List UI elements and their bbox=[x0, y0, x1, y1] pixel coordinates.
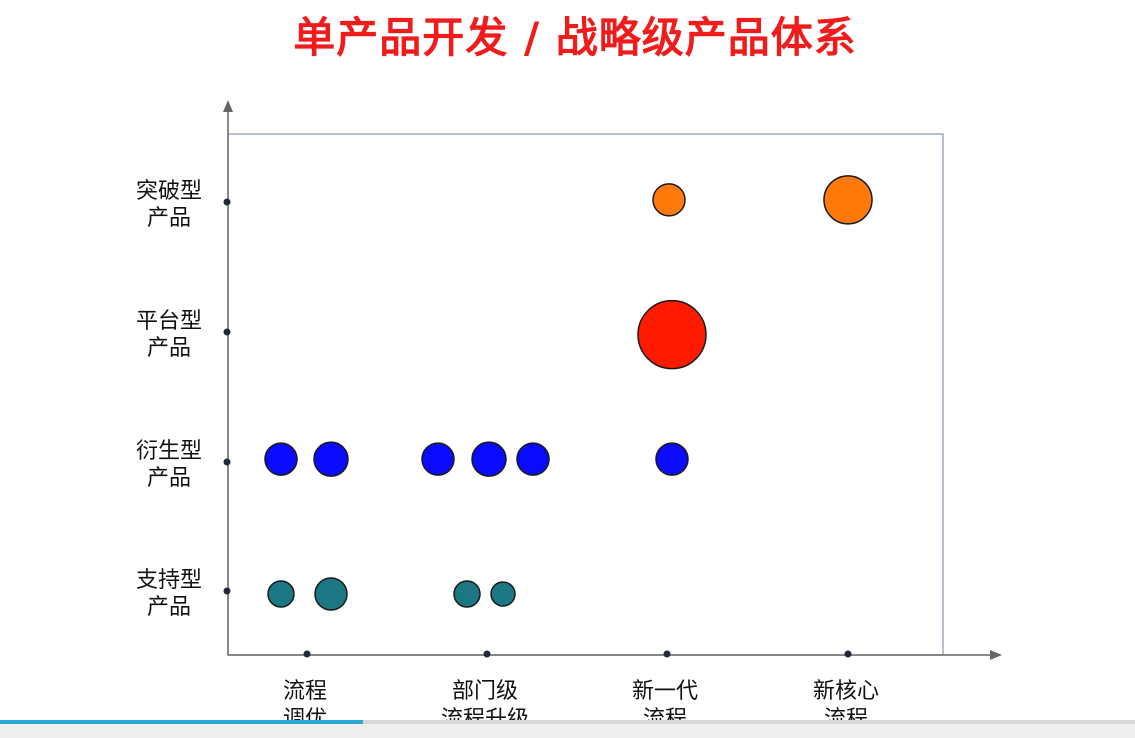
x-tick-dot bbox=[844, 650, 852, 658]
x-axis-arrow bbox=[990, 650, 1002, 660]
data-bubble bbox=[314, 577, 348, 611]
data-bubble bbox=[421, 442, 455, 476]
video-progress-bar[interactable] bbox=[0, 720, 1135, 724]
y-tick-dot bbox=[223, 328, 231, 336]
chart-title: 单产品开发 / 战略级产品体系 bbox=[293, 13, 857, 62]
data-bubble bbox=[652, 183, 686, 217]
x-tick-dot bbox=[663, 650, 671, 658]
video-progress-fill bbox=[0, 720, 364, 724]
player-bottom-strip bbox=[0, 724, 1135, 738]
x-tick-dot bbox=[303, 650, 311, 658]
y-tick-label: 支持型产品 bbox=[136, 568, 202, 620]
data-bubble bbox=[516, 442, 550, 476]
data-bubble bbox=[490, 581, 516, 607]
x-tick-dot bbox=[483, 650, 491, 658]
data-bubble bbox=[267, 580, 295, 608]
data-bubble bbox=[471, 441, 507, 477]
y-tick-dot bbox=[223, 587, 231, 595]
y-tick-dot bbox=[223, 458, 231, 466]
data-bubble bbox=[313, 441, 349, 477]
y-tick-label: 衍生型产品 bbox=[136, 439, 202, 491]
data-bubble bbox=[264, 442, 298, 476]
data-bubble bbox=[823, 175, 873, 225]
data-bubble bbox=[655, 442, 689, 476]
y-tick-label: 平台型产品 bbox=[136, 309, 202, 361]
data-bubble bbox=[637, 299, 707, 370]
y-tick-dot bbox=[223, 198, 231, 206]
data-bubble bbox=[453, 580, 481, 608]
y-tick-label: 突破型产品 bbox=[136, 179, 202, 231]
